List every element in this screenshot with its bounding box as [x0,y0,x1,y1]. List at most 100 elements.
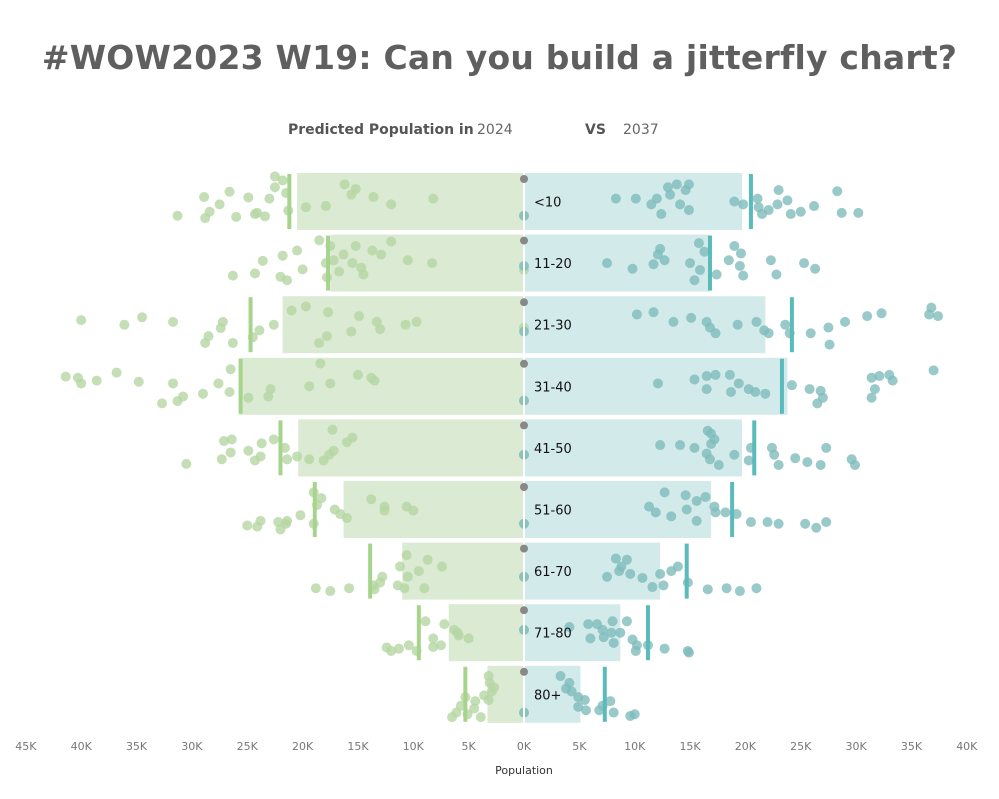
data-point-left [435,640,446,651]
reference-line-left [238,358,243,414]
x-tick-label: 5K [462,740,477,753]
data-point-right [686,312,697,323]
data-point-right [614,566,625,577]
data-point-right [675,199,686,210]
data-point-left [275,524,286,535]
data-point-left [381,642,392,653]
x-tick-label: 25K [237,740,259,753]
data-point-right [802,457,813,468]
data-point-right [652,378,663,389]
data-point-right [785,209,796,220]
x-tick-label: 5K [572,740,587,753]
data-point-left [268,434,279,445]
data-point-left [200,337,211,348]
data-point-right [704,454,715,465]
data-point-left [408,505,419,516]
data-point-left [224,387,235,397]
data-point-right [809,201,820,212]
data-point-left [321,331,332,342]
data-point-right [665,189,676,200]
data-point-left [215,323,226,334]
x-tick-label: 35K [126,740,148,753]
data-point-left [346,326,357,337]
data-point-right [580,705,591,716]
data-point-right [655,568,666,579]
data-point-right [607,616,618,627]
data-point-left [111,367,122,378]
data-point-right [606,627,617,638]
data-point-right [656,209,667,220]
data-point-right [644,501,655,512]
data-point-right [675,440,686,451]
data-point-right [625,710,636,721]
data-point-right [691,495,702,506]
data-point-right [702,584,713,595]
bar-right [524,296,766,354]
left-year-selector[interactable]: 2024 [477,122,513,138]
vs-label: VS [585,122,606,138]
data-point-left [375,324,386,335]
data-point-left [300,301,311,312]
data-point-right [605,696,616,707]
category-label: 80+ [534,688,561,703]
data-point-left [369,375,380,386]
data-point-right [713,460,724,470]
data-point-left [344,583,355,594]
data-point-left [366,494,377,505]
data-point-left [91,375,102,386]
bar-right [524,234,710,292]
data-point-right [710,328,721,339]
data-point-right [763,328,774,339]
right-year-selector[interactable]: 2037 [623,122,659,138]
data-point-left [463,633,474,644]
reference-line-right [602,666,607,722]
data-point-left [386,236,397,247]
data-point-right [734,586,745,597]
data-point-right [627,263,638,274]
data-point-left [304,454,315,465]
x-tick-label: 10K [624,740,646,753]
data-point-left [447,712,458,723]
data-point-right [866,392,877,403]
center-marker [520,236,528,245]
data-point-left [252,207,263,218]
data-point-right [701,384,712,395]
data-point-right [710,369,721,380]
data-point-right [821,517,832,528]
data-point-right [876,308,887,319]
category-label: 71-80 [534,627,572,642]
bar-right [524,481,712,538]
reference-line-right [748,174,753,229]
data-point-right [757,209,768,220]
data-point-left [282,275,293,286]
data-point-right [812,398,823,409]
data-point-left [295,510,306,521]
data-point-left [172,396,183,407]
data-point-left [297,264,308,275]
data-point-right [598,632,609,643]
data-point-right [750,387,761,397]
reference-line-left [287,174,292,229]
data-point-left [341,513,352,524]
data-point-left [399,583,410,594]
data-point-left [216,454,227,465]
data-point-right [637,572,648,583]
data-point-right [672,561,683,572]
data-point-left [352,369,363,380]
data-point-right [659,643,670,654]
data-point-right [874,371,885,382]
data-point-right [680,490,691,501]
reference-line-right [645,605,650,661]
center-marker [520,175,528,183]
data-point-left [137,312,148,323]
data-point-left [314,337,325,348]
data-point-left [76,378,87,389]
x-tick-label: 15K [679,740,701,753]
data-point-left [252,521,263,532]
data-point-right [621,554,632,565]
data-point-right [887,375,898,386]
data-point-left [334,266,345,277]
data-point-right [866,372,877,383]
data-point-right [751,583,762,594]
